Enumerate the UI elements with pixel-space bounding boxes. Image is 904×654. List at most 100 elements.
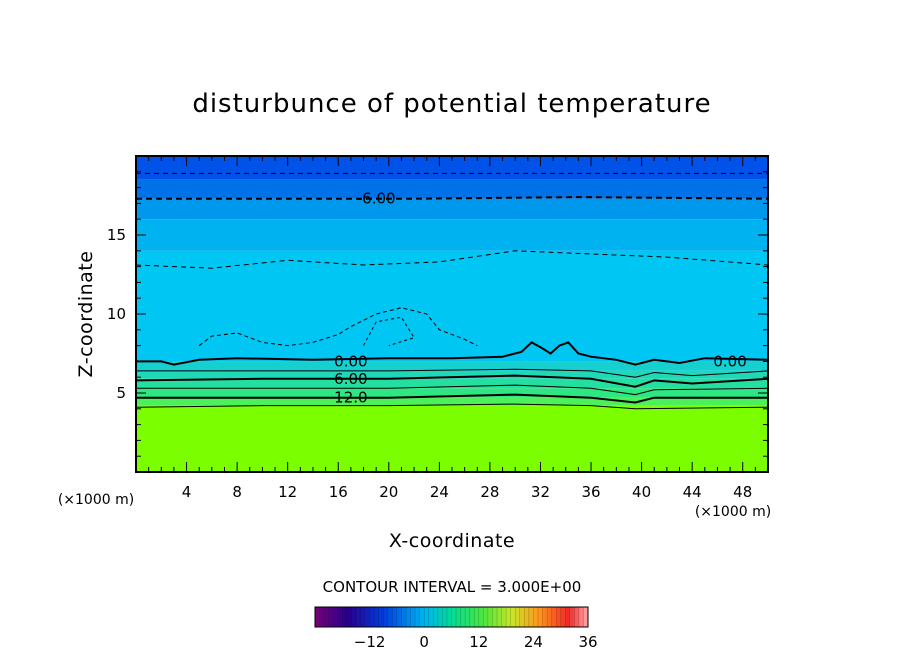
colorbar-cell (387, 607, 393, 627)
colorbar-cell (547, 607, 552, 627)
colorbar-cell (355, 607, 361, 627)
contour-label: -6.00 (357, 190, 396, 208)
x-tick-label: 44 (683, 483, 702, 501)
colorbar-cell (565, 607, 571, 627)
x-origin-unit: (×1000 m) (58, 492, 134, 508)
x-tick-label: 32 (531, 483, 550, 501)
colorbar-cell (346, 607, 352, 627)
y-tick-label: 10 (107, 305, 126, 323)
x-tick-label: 20 (379, 483, 398, 501)
colorbar-cell (551, 607, 557, 627)
colorbar-cell (578, 607, 584, 627)
contour-pos-6 (135, 374, 769, 388)
colorbar-cell (351, 607, 357, 627)
colorbar-cell (433, 607, 439, 627)
x-tick-label: 36 (581, 483, 600, 501)
colorbar-cell (456, 607, 461, 627)
y-tick-label: 15 (107, 226, 126, 244)
colorbar-cell (437, 607, 443, 627)
colorbar-cell (451, 607, 457, 627)
field-layer-0 (136, 405, 768, 472)
colorbar-cell (378, 607, 384, 627)
color-field (136, 156, 768, 472)
colorbar-cell (406, 607, 411, 627)
colorbar-cell (519, 607, 525, 627)
colorbar-cell (506, 607, 511, 627)
colorbar-cell (569, 607, 575, 627)
x-tick-label: 48 (733, 483, 752, 501)
x-axis-unit: (×1000 m) (695, 504, 771, 520)
colorbar-cell (560, 607, 566, 627)
contour-pos-9 (136, 384, 769, 396)
contour-label: 12.0 (334, 389, 367, 407)
x-tick-label: 8 (232, 483, 242, 501)
contour-label: 0.00 (713, 352, 746, 370)
colorbar-cell (497, 607, 502, 627)
contour-pos-12 (136, 393, 768, 404)
colorbar-cell (446, 607, 452, 627)
colorbar-cell (424, 607, 430, 627)
x-tick-label: 4 (182, 483, 192, 501)
colorbar-cell (528, 607, 534, 627)
x-axis-label: X-coordinate (389, 530, 515, 552)
colorbar-cell (392, 607, 398, 627)
field-layer-1 (136, 397, 768, 406)
colorbar-tick-label: −12 (354, 633, 386, 651)
field-layer-3 (136, 378, 768, 389)
colorbar-cell (465, 607, 470, 627)
colorbar-cell (428, 607, 434, 627)
colorbar-cell (533, 607, 539, 627)
colorbar-cell (524, 607, 530, 627)
colorbar-tick-label: 0 (419, 633, 429, 651)
x-tick-label: 24 (430, 483, 449, 501)
colorbar-cell (324, 607, 329, 627)
colorbar-cell (556, 607, 561, 627)
x-tick-label: 40 (632, 483, 651, 501)
colorbar-cell (396, 607, 402, 627)
contour-interval-label: CONTOUR INTERVAL = 3.000E+00 (323, 578, 582, 596)
field-layer-8 (136, 198, 768, 220)
contour-neg-blob-inner (363, 316, 415, 347)
colorbar-cell (328, 607, 334, 627)
contour-neg-blob (198, 307, 478, 347)
colorbar-cell (360, 607, 366, 627)
x-axis-ticks: 4 8 12 16 20 24 28 32 36 40 44 48 (148, 156, 756, 501)
x-tick-label: 12 (278, 483, 297, 501)
colorbar-cell (383, 607, 389, 627)
colorbar-cell (374, 607, 379, 627)
colorbar-cell (401, 607, 407, 627)
colorbar-cell (542, 607, 548, 627)
colorbar-cell (315, 607, 320, 627)
colorbar-cell (442, 607, 448, 627)
colorbar-cell (483, 607, 489, 627)
contour-pos-15 (135, 403, 769, 410)
contour-lines (135, 172, 769, 410)
colorbar-cell (537, 607, 543, 627)
field-layer-5 (136, 361, 768, 371)
field-layer-2 (136, 388, 768, 398)
field-layer-9 (136, 179, 768, 199)
colorbar-frame (314, 606, 589, 628)
colorbar-cell (492, 607, 498, 627)
colorbar-cell (337, 607, 343, 627)
field-layer-4 (136, 370, 768, 379)
colorbar-cell (460, 607, 466, 627)
colorbar-cell (474, 607, 480, 627)
colorbar-cell (487, 607, 493, 627)
colorbar-cell (583, 607, 589, 627)
contour-label: 6.00 (334, 370, 367, 388)
x-tick-label: 28 (480, 483, 499, 501)
y-tick-label: 5 (116, 384, 126, 402)
colorbar-tick-label: 36 (578, 633, 597, 651)
field-layer-6 (136, 250, 768, 362)
colorbar-cell (515, 607, 521, 627)
colorbar-tick-label: 24 (524, 633, 543, 651)
colorbar-cell (510, 607, 516, 627)
field-layer-7 (136, 219, 768, 251)
colorbar-cell (574, 607, 580, 627)
colorbar-cell (501, 607, 507, 627)
colorbar-cell (410, 607, 416, 627)
contour-neg-6 (136, 196, 769, 200)
